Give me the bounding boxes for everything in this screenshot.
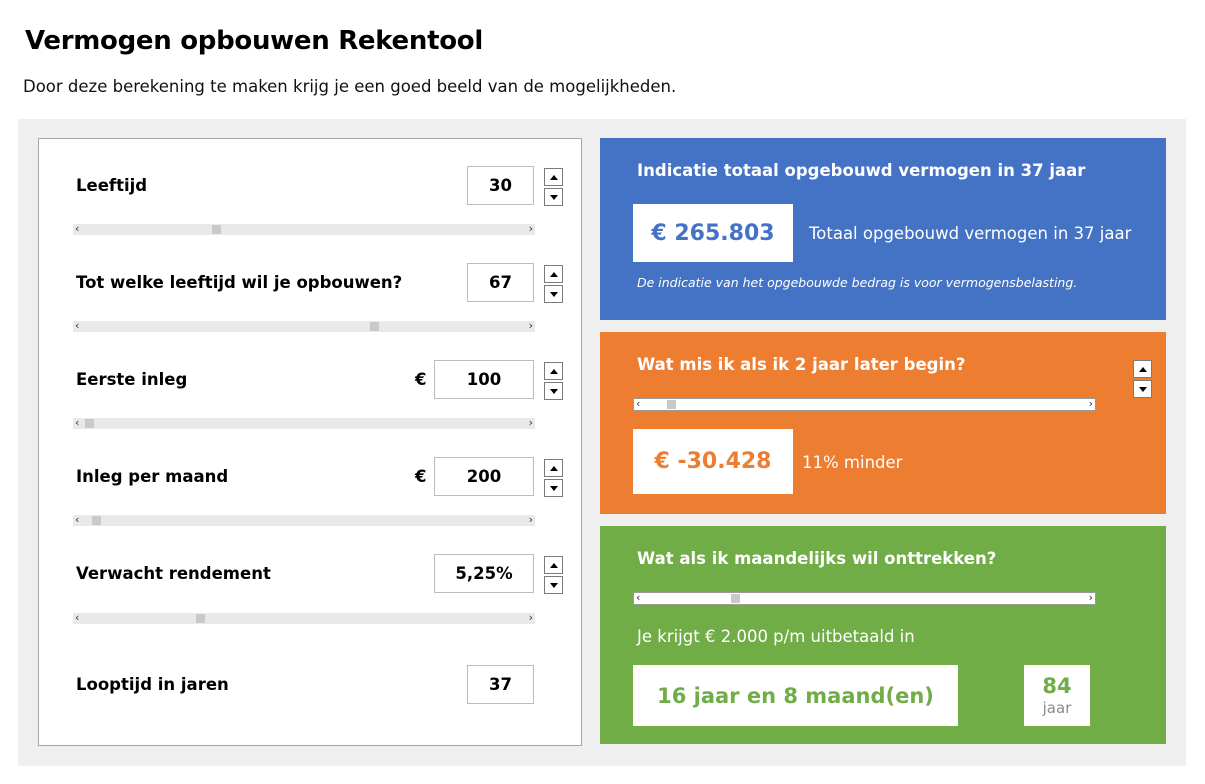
target-age-slider-thumb[interactable] (370, 322, 379, 331)
payout-text: Je krijgt € 2.000 p/m uitbetaald in (637, 627, 915, 646)
age-label: Leeftijd (76, 176, 148, 195)
missed-amount: € -30.428 (633, 429, 793, 494)
start-later-title: Wat mis ik als ik 2 jaar later begin? (637, 355, 966, 374)
total-result-card: Indicatie totaal opgebouwd vermogen in 3… (600, 138, 1166, 320)
scroll-left-icon[interactable]: ‹ (75, 319, 80, 332)
page-subtitle: Door deze berekening te maken krijg je e… (23, 77, 677, 96)
scroll-right-icon[interactable]: › (528, 416, 533, 429)
age-input[interactable]: 30 (467, 166, 534, 205)
scroll-left-icon[interactable]: ‹ (75, 222, 80, 235)
delay-increase-button[interactable] (1133, 360, 1152, 378)
monthly-deposit-slider-thumb[interactable] (92, 516, 101, 525)
missed-percent-label: 11% minder (802, 453, 903, 472)
first-deposit-decrease-button[interactable] (544, 382, 563, 400)
withdraw-slider-thumb[interactable] (731, 594, 740, 603)
expected-return-label: Verwacht rendement (76, 564, 271, 583)
delay-slider[interactable]: ‹ › (633, 397, 1096, 411)
expected-return-slider-thumb[interactable] (196, 614, 205, 623)
first-deposit-increase-button[interactable] (544, 362, 563, 380)
expected-return-increase-button[interactable] (544, 556, 563, 574)
monthly-deposit-label: Inleg per maand (76, 467, 229, 486)
target-age-input[interactable]: 67 (467, 263, 534, 302)
delay-decrease-button[interactable] (1133, 380, 1152, 398)
first-deposit-input[interactable]: 100 (434, 360, 534, 399)
monthly-deposit-slider[interactable]: ‹ › (73, 513, 535, 526)
withdraw-card: Wat als ik maandelijks wil onttrekken? ‹… (600, 526, 1166, 744)
delay-spinner (1133, 360, 1152, 398)
scroll-right-icon[interactable]: › (528, 319, 533, 332)
scroll-right-icon[interactable]: › (528, 611, 533, 624)
age-slider[interactable]: ‹ › (73, 222, 535, 235)
duration-value: 37 (467, 665, 534, 704)
expected-return-input[interactable]: 5,25% (434, 554, 534, 593)
page-title: Vermogen opbouwen Rekentool (25, 26, 483, 56)
monthly-deposit-spinner (544, 459, 563, 497)
scroll-right-icon[interactable]: › (1088, 397, 1093, 410)
scroll-left-icon[interactable]: ‹ (636, 591, 641, 604)
first-deposit-currency: € (415, 370, 427, 389)
scroll-right-icon[interactable]: › (528, 513, 533, 526)
age-slider-thumb[interactable] (212, 225, 221, 234)
target-age-increase-button[interactable] (544, 265, 563, 283)
withdraw-title: Wat als ik maandelijks wil onttrekken? (637, 549, 997, 568)
start-later-card: Wat mis ik als ik 2 jaar later begin? ‹ … (600, 332, 1166, 514)
target-age-spinner (544, 265, 563, 303)
target-age-slider[interactable]: ‹ › (73, 319, 535, 332)
age-decrease-button[interactable] (544, 188, 563, 206)
age-spinner (544, 168, 563, 206)
first-deposit-spinner (544, 362, 563, 400)
total-result-title: Indicatie totaal opgebouwd vermogen in 3… (637, 161, 1086, 180)
target-age-label: Tot welke leeftijd wil je opbouwen? (76, 273, 403, 292)
end-age-value: 84 (1042, 673, 1072, 698)
payout-duration: 16 jaar en 8 maand(en) (633, 665, 958, 726)
scroll-right-icon[interactable]: › (528, 222, 533, 235)
scroll-left-icon[interactable]: ‹ (75, 416, 80, 429)
scroll-right-icon[interactable]: › (1088, 591, 1093, 604)
first-deposit-slider-thumb[interactable] (85, 419, 94, 428)
scroll-left-icon[interactable]: ‹ (636, 397, 641, 410)
total-disclaimer: De indicatie van het opgebouwde bedrag i… (637, 275, 1078, 290)
first-deposit-slider[interactable]: ‹ › (73, 416, 535, 429)
monthly-deposit-input[interactable]: 200 (434, 457, 534, 496)
monthly-deposit-currency: € (415, 467, 427, 486)
withdraw-slider[interactable]: ‹ › (633, 591, 1096, 605)
expected-return-decrease-button[interactable] (544, 576, 563, 594)
target-age-decrease-button[interactable] (544, 285, 563, 303)
total-amount: € 265.803 (633, 204, 793, 262)
delay-slider-thumb[interactable] (667, 400, 676, 409)
inputs-card: Leeftijd 30 ‹ › Tot welke leeftijd wil j… (38, 138, 582, 746)
end-age-box: 84 jaar (1024, 665, 1090, 726)
scroll-left-icon[interactable]: ‹ (75, 611, 80, 624)
monthly-deposit-increase-button[interactable] (544, 459, 563, 477)
duration-label: Looptijd in jaren (76, 675, 229, 694)
expected-return-spinner (544, 556, 563, 594)
end-age-unit: jaar (1042, 698, 1072, 717)
expected-return-slider[interactable]: ‹ › (73, 611, 535, 624)
scroll-left-icon[interactable]: ‹ (75, 513, 80, 526)
total-amount-label: Totaal opgebouwd vermogen in 37 jaar (809, 224, 1132, 243)
monthly-deposit-decrease-button[interactable] (544, 479, 563, 497)
age-increase-button[interactable] (544, 168, 563, 186)
first-deposit-label: Eerste inleg (76, 370, 188, 389)
